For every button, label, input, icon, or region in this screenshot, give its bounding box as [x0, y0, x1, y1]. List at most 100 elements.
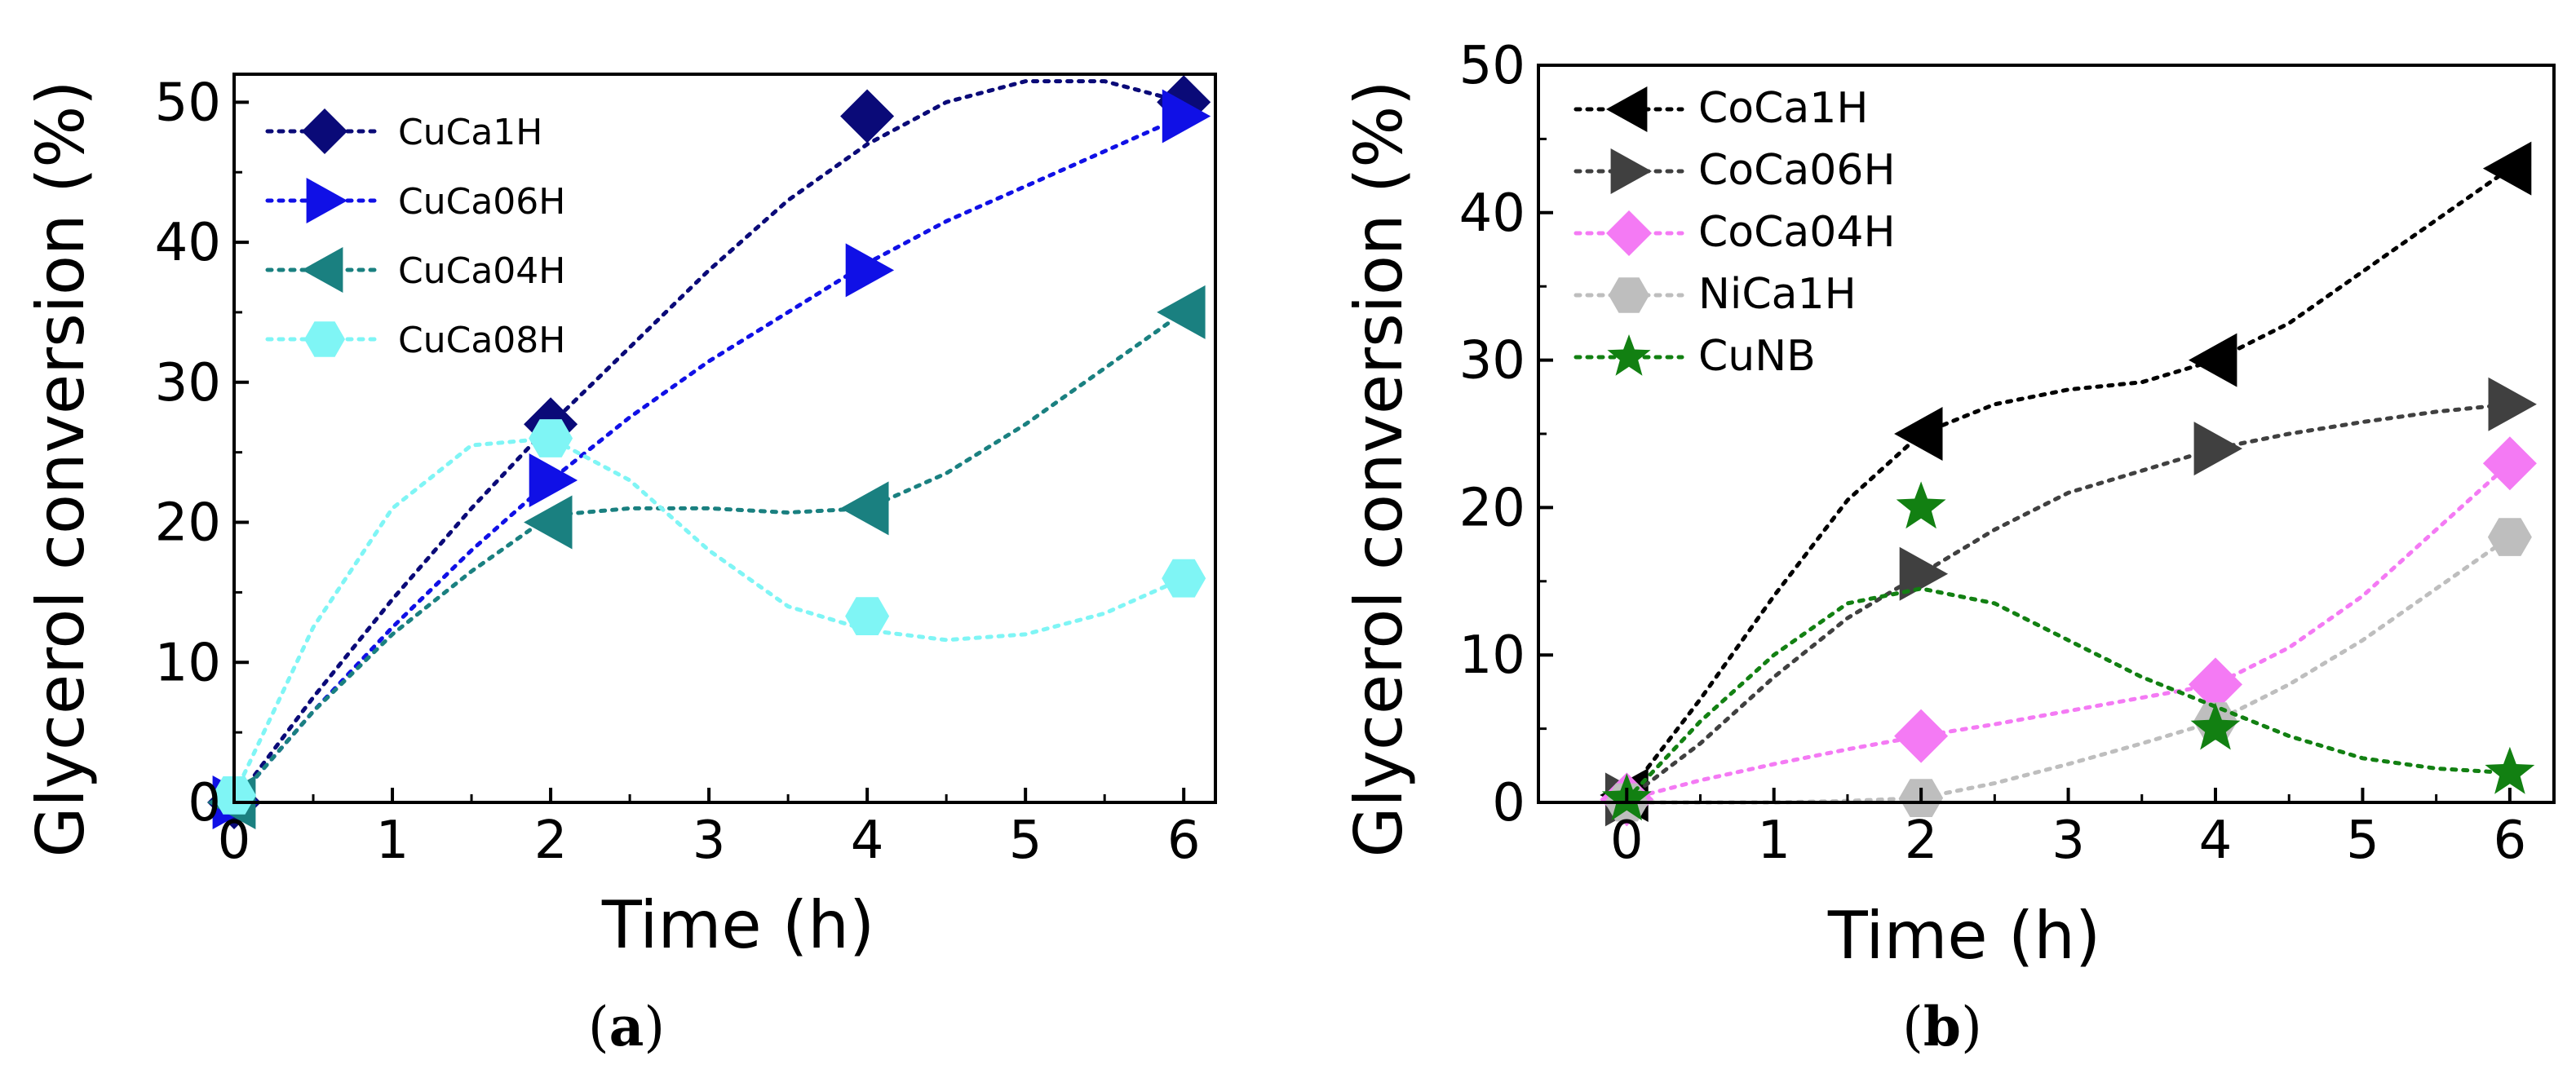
- data-point-cuca1h-2: [840, 89, 895, 144]
- chart-panel-b: 0 1 2 3 4 5 6 0 10 20 30 40 50 CoCa1H CoCa06H CoCa04H N…: [1341, 36, 2556, 974]
- x-tick-label: 5: [1009, 811, 1042, 871]
- data-point-coca04h-3: [2482, 436, 2537, 491]
- legend-item-coca06h: CoCa06H: [1573, 146, 1896, 195]
- x-tick-label: 2: [534, 811, 568, 871]
- plot-frame: [232, 73, 1217, 804]
- fit-line-cunb: [1624, 586, 2512, 802]
- legend-marker: [1610, 148, 1652, 194]
- y-tick-label: 30: [155, 353, 221, 413]
- data-point-cuca04h-3: [1157, 285, 1206, 339]
- legend-item-coca1h: CoCa1H: [1573, 84, 1868, 133]
- x-tick-label: 6: [1167, 811, 1201, 871]
- x-tick-label: 4: [851, 811, 884, 871]
- x-axis-title-a: Time (h): [601, 887, 874, 963]
- data-point-cunb-2: [2190, 702, 2241, 750]
- legend-a: CuCa1H CuCa06H CuCa04H CuCa08H: [265, 108, 565, 361]
- data-point-cuca06h-2: [845, 243, 895, 298]
- y-tick-label: 40: [155, 213, 221, 273]
- y-tick-label: 0: [188, 773, 221, 833]
- legend-label: CuCa06H: [398, 181, 565, 223]
- x-tick-label: 1: [376, 811, 409, 871]
- data-point-coca1h-3: [2482, 141, 2532, 196]
- x-tick-label: 1: [1757, 811, 1790, 871]
- data-point-cuca04h-1: [524, 495, 573, 550]
- series-layer-a: [207, 75, 1211, 829]
- legend-item-cuca1h: CuCa1H: [265, 108, 542, 154]
- legend-item-cunb: CuNB: [1573, 332, 1816, 381]
- x-axis-title-b: Time (h): [1827, 898, 2100, 974]
- axes-b: 0 1 2 3 4 5 6 0 10 20 30 40 50: [1459, 36, 2556, 871]
- panel-caption-a-close: ): [644, 996, 665, 1058]
- legend-item-cuca04h: CuCa04H: [265, 247, 565, 293]
- y-tick-label: 20: [1459, 478, 1525, 538]
- y-tick-label: 40: [1459, 183, 1525, 244]
- legend-label: CoCa04H: [1698, 208, 1896, 257]
- y-tick-label: 10: [1459, 625, 1525, 686]
- legend-item-coca04h: CoCa04H: [1573, 208, 1896, 257]
- legend-marker: [1606, 86, 1648, 132]
- data-point-cunb-3: [2485, 746, 2535, 794]
- x-tick-label: 2: [1905, 811, 1938, 871]
- data-point-cuca08h-3: [1162, 559, 1206, 598]
- y-tick-label: 50: [1459, 36, 1525, 96]
- data-point-coca04h-2: [2189, 657, 2242, 712]
- fit-line-cuca04h: [232, 310, 1186, 805]
- panel-caption-b-open: (: [1902, 996, 1923, 1058]
- legend-marker: [1606, 210, 1652, 256]
- y-axis-title-b: Glycerol conversion (%): [1341, 80, 1417, 857]
- fit-line-cuca06h: [232, 114, 1186, 805]
- panel-caption-b: (b): [1902, 995, 1982, 1058]
- legend-marker: [1607, 334, 1651, 376]
- fit-line-cuca1h: [232, 79, 1186, 805]
- legend-label: CuCa08H: [398, 320, 565, 361]
- fit-line-coca04h: [1624, 461, 2512, 802]
- legend-marker: [1609, 277, 1649, 313]
- legend-item-cuca08h: CuCa08H: [265, 320, 565, 361]
- x-tick-label: 4: [2199, 811, 2233, 871]
- legend-label: NiCa1H: [1698, 270, 1857, 319]
- data-point-cunb-1: [1896, 481, 1946, 529]
- x-tick-label: 6: [2494, 811, 2527, 871]
- legend-marker: [304, 321, 345, 357]
- fit-line-coca06h: [1624, 402, 2512, 802]
- panel-caption-b-close: ): [1961, 996, 1982, 1058]
- data-point-cuca08h-1: [529, 419, 573, 457]
- legend-item-cuca06h: CuCa06H: [265, 178, 565, 223]
- x-tick-label: 3: [2052, 811, 2085, 871]
- data-point-coca06h-2: [2193, 422, 2242, 476]
- legend-marker: [306, 178, 347, 223]
- data-point-cuca08h-2: [845, 597, 890, 635]
- legend-label: CuCa1H: [398, 112, 542, 153]
- panel-caption-a-letter: a: [609, 995, 644, 1058]
- data-point-cuca06h-3: [1162, 89, 1211, 144]
- y-tick-label: 30: [1459, 331, 1525, 391]
- y-tick-label: 10: [155, 633, 221, 693]
- data-point-coca06h-1: [1899, 546, 1949, 601]
- legend-item-nica1h: NiCa1H: [1573, 270, 1857, 319]
- data-point-cuca04h-2: [840, 481, 889, 536]
- panel-caption-a-open: (: [588, 996, 609, 1058]
- data-point-coca04h-1: [1894, 709, 1949, 763]
- axes-a: 0 1 2 3 4 5 6 0 10 20 30 40 50: [155, 73, 1217, 871]
- fit-line-coca1h: [1624, 166, 2512, 798]
- y-tick-label: 0: [1492, 773, 1525, 833]
- y-axis-title-a: Glycerol conversion (%): [23, 80, 99, 857]
- legend-marker: [302, 247, 343, 293]
- panel-caption-b-letter: b: [1923, 995, 1961, 1058]
- data-point-coca1h-1: [1894, 407, 1943, 461]
- legend-label: CuCa04H: [398, 250, 565, 292]
- x-tick-label: 5: [2346, 811, 2379, 871]
- y-tick-label: 20: [155, 493, 221, 554]
- x-tick-label: 3: [693, 811, 726, 871]
- legend-label: CoCa06H: [1698, 146, 1896, 195]
- data-point-coca06h-3: [2488, 377, 2537, 431]
- data-point-nica1h-3: [2487, 518, 2532, 556]
- legend-label: CoCa1H: [1698, 84, 1868, 133]
- legend-marker: [302, 108, 347, 154]
- series-cuca08h: [212, 419, 1206, 815]
- legend-b: CoCa1H CoCa06H CoCa04H NiCa1H CuNB: [1573, 84, 1896, 381]
- y-tick-label: 50: [155, 73, 221, 133]
- x-tick-label: 0: [1610, 811, 1644, 871]
